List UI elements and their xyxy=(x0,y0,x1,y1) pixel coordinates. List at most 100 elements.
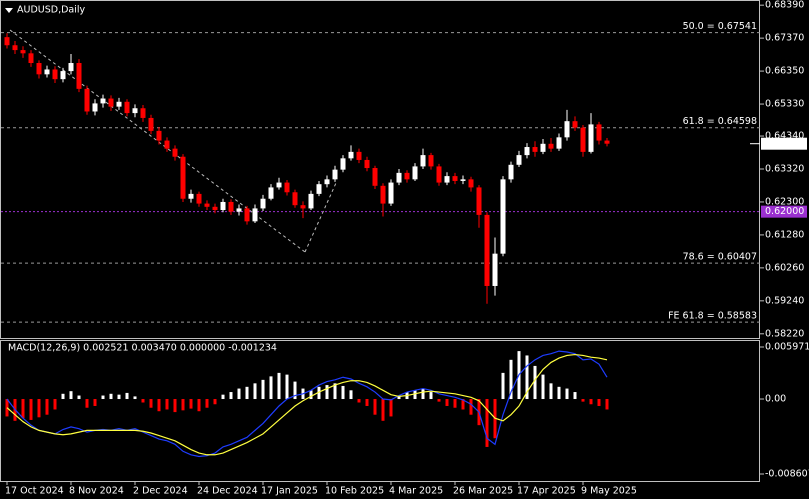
candle-body xyxy=(108,98,114,107)
candle-body xyxy=(132,108,138,114)
candle-body xyxy=(180,156,186,199)
histogram-bar xyxy=(93,399,97,406)
fib-level-label: 50.0 = 0.67541 xyxy=(683,21,757,32)
histogram-bar xyxy=(173,399,177,413)
marker-label: 0.62000 xyxy=(765,206,804,217)
candle-body xyxy=(284,182,290,193)
candle-body xyxy=(372,168,378,186)
histogram-bar xyxy=(525,355,529,400)
histogram-bar xyxy=(317,386,321,400)
macd-line xyxy=(6,353,608,456)
candle-body xyxy=(12,45,18,51)
candle-body xyxy=(76,63,82,89)
histogram-bar xyxy=(429,392,433,400)
candle-body xyxy=(348,151,354,159)
histogram-bar xyxy=(349,390,353,400)
histogram-bar xyxy=(437,399,441,402)
y-tick-label: 0.64340 xyxy=(765,131,804,142)
candle-body xyxy=(524,147,530,156)
x-tick-label: 2 Dec 2024 xyxy=(133,486,188,497)
candle-body xyxy=(292,192,298,206)
candle-body xyxy=(324,179,330,185)
candle-body xyxy=(316,184,322,194)
y-tick-label: 0.68390 xyxy=(765,0,804,11)
candle-body xyxy=(508,164,514,180)
histogram-bar xyxy=(365,399,369,406)
histogram-bar xyxy=(597,399,601,406)
histogram-bar xyxy=(141,399,145,403)
histogram-bar xyxy=(253,383,257,400)
candle-body xyxy=(244,208,250,222)
candle-body xyxy=(92,103,98,112)
y-tick-label: 0.59240 xyxy=(765,295,804,306)
histogram-bar xyxy=(277,372,281,400)
x-tick-label: 4 Mar 2025 xyxy=(389,486,443,497)
histogram-bar xyxy=(37,399,41,418)
x-tick-label: 17 Apr 2025 xyxy=(517,486,576,497)
candle-body xyxy=(404,172,410,180)
candle-body xyxy=(436,166,442,183)
x-tick-label: 8 Nov 2024 xyxy=(69,486,124,497)
histogram-bar xyxy=(605,399,609,410)
histogram-bar xyxy=(197,399,201,412)
x-tick-label: 24 Dec 2024 xyxy=(197,486,258,497)
fib-level-label: 78.6 = 0.60407 xyxy=(683,252,757,263)
x-tick-label: 17 Jan 2025 xyxy=(261,486,318,497)
y-tick-label: 0.58220 xyxy=(765,328,804,339)
candle-body xyxy=(188,193,194,199)
candle-body xyxy=(124,101,130,114)
candle-body xyxy=(604,140,610,144)
candle-body xyxy=(516,155,522,165)
histogram-bar xyxy=(445,399,449,406)
candle-body xyxy=(556,137,562,149)
candle-body xyxy=(164,140,170,149)
candle-body xyxy=(500,179,506,254)
fib-level-label: FE 61.8 = 0.58583 xyxy=(668,311,757,322)
chart-title: AUDUSD,Daily xyxy=(17,5,86,16)
histogram-bar xyxy=(565,388,569,400)
histogram-bar xyxy=(285,374,289,400)
histogram-bar xyxy=(213,399,217,405)
histogram-bar xyxy=(61,393,65,400)
candle-body xyxy=(156,130,162,141)
candle-body xyxy=(140,108,146,118)
y-tick-label: 0.66350 xyxy=(765,66,804,77)
candle-body xyxy=(276,182,282,188)
histogram-bar xyxy=(237,388,241,400)
y-tick-label: 0.61280 xyxy=(765,229,804,240)
histogram-bar xyxy=(573,392,577,400)
histogram-bar xyxy=(45,399,49,415)
candle-body xyxy=(484,214,490,286)
histogram-bar xyxy=(53,399,57,410)
histogram-bar xyxy=(229,392,233,400)
histogram-bar xyxy=(589,399,593,405)
histogram-bar xyxy=(381,399,385,421)
candle-body xyxy=(412,166,418,180)
histogram-bar xyxy=(325,385,329,400)
price-label: 0.64103 xyxy=(765,138,804,149)
price-panel-frame xyxy=(0,0,760,339)
candle-body xyxy=(572,121,578,128)
macd-panel-frame xyxy=(0,340,760,482)
y-tick-label: 0.67370 xyxy=(765,33,804,44)
histogram-bar xyxy=(261,379,265,400)
histogram-bar xyxy=(157,399,161,412)
histogram-bar xyxy=(413,390,417,400)
histogram-bar xyxy=(125,392,129,400)
histogram-bar xyxy=(485,399,489,447)
histogram-bar xyxy=(21,399,25,419)
candle-body xyxy=(4,37,10,46)
histogram-bar xyxy=(149,399,153,408)
histogram-bar xyxy=(333,383,337,400)
candle-body xyxy=(444,176,450,183)
candle-body xyxy=(340,158,346,170)
marker-label-box xyxy=(761,205,807,218)
y-tick-label: 0.62300 xyxy=(765,196,804,207)
candle-body xyxy=(20,50,26,54)
candle-body xyxy=(52,69,58,80)
y-tick-label: 0.60260 xyxy=(765,262,804,273)
candle-body xyxy=(588,124,594,152)
candle-body xyxy=(492,253,498,286)
histogram-bar xyxy=(549,383,553,400)
